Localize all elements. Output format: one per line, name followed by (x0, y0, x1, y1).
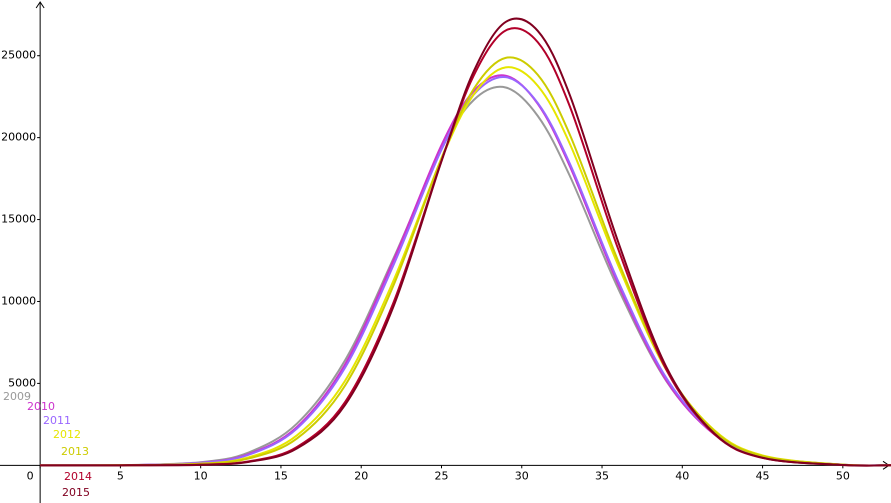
x-tick-label: 20 (354, 469, 368, 482)
legend-label: 2010 (27, 400, 55, 413)
curve (40, 74, 891, 467)
legend-label: 2015 (62, 486, 90, 499)
curve (40, 85, 891, 467)
y-axis-arrow (35, 1, 45, 9)
x-tick-label: 50 (836, 469, 850, 482)
curve (40, 66, 891, 467)
legend-label: 2014 (64, 470, 92, 483)
curve (40, 76, 891, 467)
x-tick-label: 5 (117, 469, 124, 482)
x-tick-label: 0 (27, 469, 34, 482)
y-tick-label: 15000 (1, 213, 36, 226)
x-tick-label: 15 (274, 469, 288, 482)
y-tick-label: 25000 (1, 49, 36, 62)
legend-label: 2009 (3, 390, 31, 403)
y-tick-label: 10000 (1, 294, 36, 307)
y-tick-label: 5000 (8, 376, 36, 389)
x-tick-label: 25 (434, 469, 448, 482)
curve (40, 56, 891, 467)
legend-label: 2012 (53, 428, 81, 441)
x-tick-label: 40 (675, 469, 689, 482)
x-tick-label: 30 (515, 469, 529, 482)
x-tick-label: 10 (194, 469, 208, 482)
legend-label: 2011 (43, 414, 71, 427)
y-tick-label: 20000 (1, 131, 36, 144)
x-tick-label: 45 (756, 469, 770, 482)
curve (40, 17, 891, 467)
x-tick-label: 35 (595, 469, 609, 482)
legend-label: 2013 (61, 445, 89, 458)
